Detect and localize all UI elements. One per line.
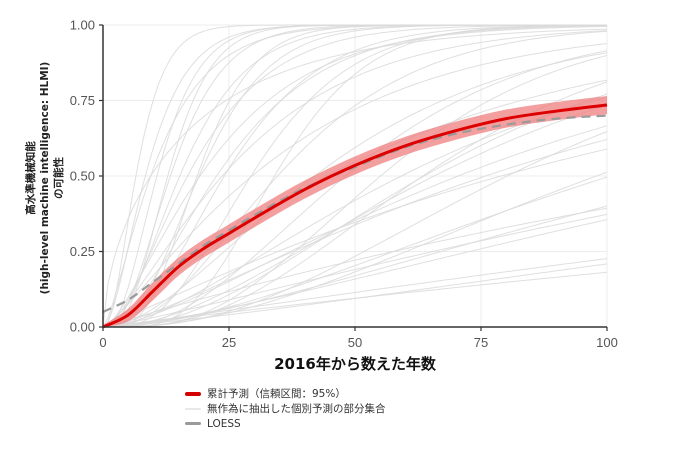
legend: 累計予測（信頼区間：95%） 無作為に抽出した個別予測の部分集合 LOESS [185,386,386,431]
dashed-line-swatch [185,422,201,425]
y-label-line-1: 高水準機械知能 [24,141,37,215]
legend-item-samples: 無作為に抽出した個別予測の部分集合 [185,401,386,416]
legend-label: 無作為に抽出した個別予測の部分集合 [207,403,386,415]
x-tick-label: 50 [348,335,362,350]
loess-line [102,114,608,313]
legend-label: LOESS [207,417,241,430]
grey-line-swatch [185,407,201,410]
y-tick-label: 0.75 [70,93,95,108]
legend-item-loess: LOESS [185,416,386,431]
x-axis-label: 2016年から数えた年数 [274,355,437,373]
cumulative-forecast-line [102,103,608,329]
x-tick-label: 0 [99,335,106,350]
y-tick-label: 1.00 [70,18,95,33]
y-label-line-3: の可能性 [52,157,65,199]
x-tick-label: 100 [596,335,618,350]
y-tick-label: 0.00 [70,320,95,335]
y-tick-label: 0.25 [70,244,95,259]
y-tick-label: 0.50 [70,169,95,184]
legend-item-forecast: 累計予測（信頼区間：95%） [185,386,386,401]
axes: 0 25 50 75 100 0.00 0.25 0.50 0.75 1.00 [70,18,618,351]
legend-label: 累計予測（信頼区間：95%） [207,388,346,400]
x-tick-label: 75 [474,335,488,350]
y-axis-label: 高水準機械知能 (high-level machine intelligence… [24,62,65,295]
x-tick-label: 25 [222,335,236,350]
y-label-line-2: (high-level machine intelligence: HLMI) [39,62,51,295]
red-line-swatch [185,391,201,396]
